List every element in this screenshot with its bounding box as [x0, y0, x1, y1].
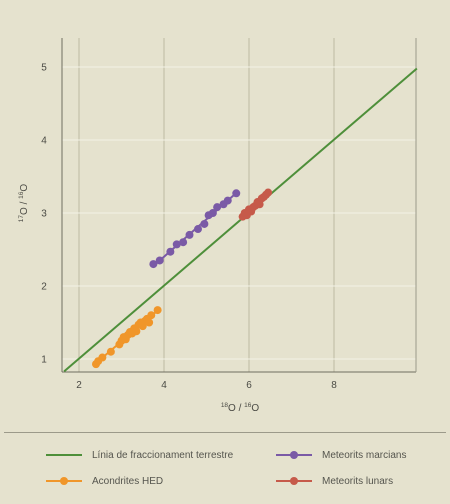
grid	[62, 38, 416, 372]
data-point	[194, 225, 202, 234]
data-point	[98, 353, 107, 362]
y-tick-label: 1	[41, 355, 47, 366]
y-axis-label: 17O / 16O	[18, 184, 30, 223]
data-point	[149, 260, 158, 269]
data-point	[185, 230, 194, 239]
series-meteorits-marcians	[149, 189, 241, 269]
data-point	[213, 203, 222, 212]
x-tick-label: 8	[331, 380, 337, 391]
data-point	[179, 238, 188, 247]
legend: Línia de fraccionament terrestre Meteori…	[4, 432, 446, 501]
data-point	[153, 306, 162, 315]
y-tick-label: 3	[41, 209, 47, 220]
data-point	[145, 318, 154, 327]
legend-dot-swatch	[276, 451, 312, 459]
series-group	[92, 188, 273, 369]
data-point	[147, 311, 156, 320]
data-point	[172, 240, 181, 249]
legend-line-swatch	[46, 454, 82, 456]
data-point	[223, 196, 232, 205]
legend-label: Acondrites HED	[92, 475, 164, 487]
data-point	[132, 327, 141, 336]
data-point	[166, 247, 175, 256]
tick-labels: 2 4 6 8 1 2 3 4 5	[41, 63, 337, 392]
axes	[61, 38, 417, 373]
plot-background	[0, 0, 450, 430]
legend-dot-swatch	[46, 477, 82, 485]
legend-dot-swatch	[276, 477, 312, 485]
y-tick-label: 2	[41, 282, 47, 293]
legend-label: Meteorits marcians	[322, 449, 407, 461]
y-tick-label: 4	[41, 136, 47, 147]
data-point	[208, 209, 217, 217]
data-point	[155, 256, 164, 265]
data-point	[200, 219, 209, 228]
legend-label: Línia de fraccionament terrestre	[92, 449, 234, 461]
x-tick-label: 6	[246, 380, 252, 391]
data-point	[106, 347, 115, 356]
x-tick-label: 2	[76, 380, 82, 391]
series-meteorits-lunars	[238, 188, 273, 221]
x-axis-label: 18O / 16O	[221, 402, 260, 414]
legend-item-terrestrial-line: Línia de fraccionament terrestre	[46, 447, 233, 463]
chart: 2 4 6 8 1 2 3 4 5 18O / 16O 17O / 16O	[0, 0, 450, 430]
x-tick-label: 4	[161, 380, 167, 391]
y-tick-label: 5	[41, 63, 47, 74]
legend-item-hed-achondrites: Acondrites HED	[46, 473, 163, 489]
data-point	[264, 188, 273, 197]
legend-item-lunar-meteorites: Meteorits lunars	[276, 473, 393, 489]
legend-item-martian-meteorites: Meteorits marcians	[276, 447, 406, 463]
legend-label: Meteorits lunars	[322, 475, 394, 487]
series-acondrites-hed	[92, 306, 162, 369]
data-point	[232, 189, 241, 198]
